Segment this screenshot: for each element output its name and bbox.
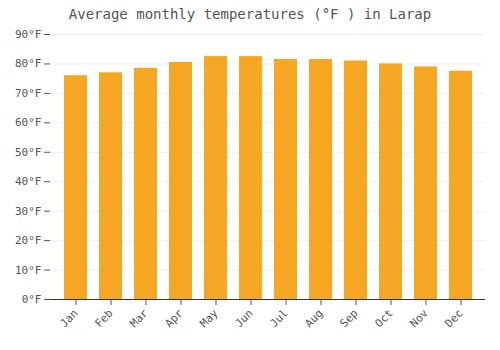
svg-text:10°F: 10°F: [15, 264, 42, 277]
svg-text:May: May: [197, 306, 221, 330]
svg-text:Jul: Jul: [267, 307, 290, 330]
svg-text:Dec: Dec: [442, 307, 465, 330]
html-text:Average monthly temperatures (: Average monthly temperatures (°F ) in La…: [68, 6, 432, 22]
svg-text:50°F: 50°F: [15, 146, 42, 159]
svg-text:Oct: Oct: [372, 307, 395, 330]
svg-text:Mar: Mar: [127, 306, 151, 330]
svg-text:80°F: 80°F: [15, 57, 42, 70]
svg-text:Apr: Apr: [162, 306, 186, 330]
svg-text:Feb: Feb: [92, 307, 115, 330]
svg-text:Aug: Aug: [302, 307, 325, 330]
svg-text:Jun: Jun: [232, 307, 255, 330]
svg-text:30°F: 30°F: [15, 205, 42, 218]
svg-text:0°F: 0°F: [22, 293, 42, 306]
svg-text:Jan: Jan: [57, 307, 80, 330]
svg-text:70°F: 70°F: [15, 87, 42, 100]
svg-text:40°F: 40°F: [15, 175, 42, 188]
svg-text:90°F: 90°F: [15, 28, 42, 41]
svg-text:Nov: Nov: [407, 306, 431, 330]
svg-text:60°F: 60°F: [15, 116, 42, 129]
svg-text:Sep: Sep: [337, 307, 360, 330]
svg-text:20°F: 20°F: [15, 234, 42, 247]
